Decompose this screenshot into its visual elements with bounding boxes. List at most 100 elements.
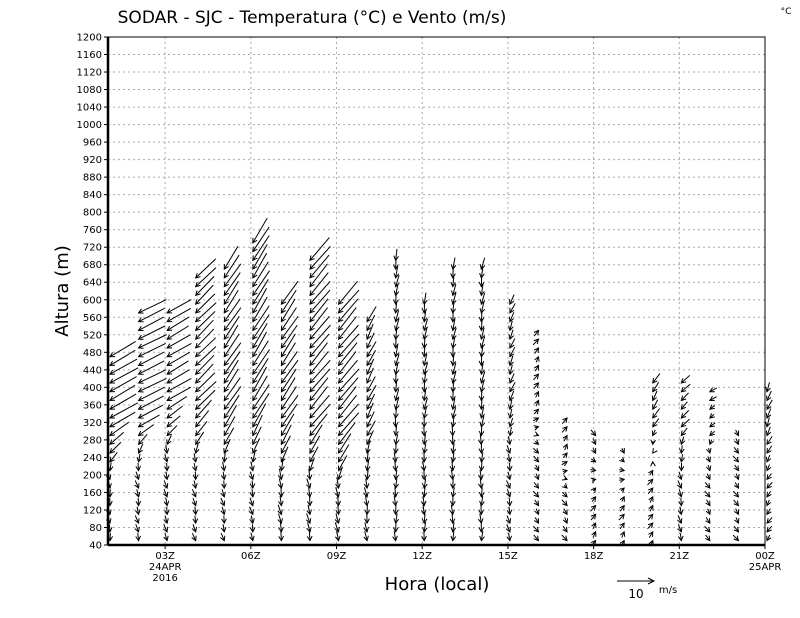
wind-vector xyxy=(506,532,512,542)
wind-vector xyxy=(534,399,540,407)
wind-vector-head xyxy=(421,430,427,437)
wind-vector xyxy=(135,532,141,542)
wind-vector-head xyxy=(533,408,540,415)
wind-vector-shaft xyxy=(366,367,374,384)
wind-vector-head xyxy=(734,430,740,437)
wind-vector xyxy=(647,487,654,495)
wind-vector-shaft xyxy=(195,258,217,279)
wind-vector-shaft xyxy=(309,263,328,287)
wind-vector-head xyxy=(509,377,515,384)
wind-vector xyxy=(305,513,312,525)
wind-vector xyxy=(194,372,216,393)
wind-vector-head xyxy=(533,382,540,388)
wind-vector-shaft xyxy=(507,471,511,480)
wind-vector-head xyxy=(337,334,344,340)
wind-vector-head xyxy=(337,342,344,349)
wind-vector xyxy=(421,310,428,323)
wind-vector xyxy=(619,522,625,530)
wind-vector-head xyxy=(392,527,399,533)
plot-frame xyxy=(107,36,766,546)
wind-vector-shaft xyxy=(109,431,125,445)
wind-vector-head xyxy=(309,430,315,437)
wind-vector xyxy=(194,389,216,410)
wind-vector-head xyxy=(166,369,173,375)
wind-vector-shaft xyxy=(533,382,539,389)
wind-vector-shaft xyxy=(535,464,539,471)
wind-vector-head xyxy=(251,448,258,454)
wind-vector-head xyxy=(394,325,400,332)
wind-vector xyxy=(652,418,660,428)
wind-vector-shaft xyxy=(533,447,539,454)
wind-vector xyxy=(506,471,512,481)
wind-vector-shaft xyxy=(393,496,397,506)
wind-vector-head xyxy=(766,518,772,524)
wind-vector-head xyxy=(249,518,255,525)
wind-vector-shaft xyxy=(509,364,513,375)
wind-vector-shaft xyxy=(452,362,457,375)
wind-vector-head xyxy=(191,526,198,533)
wind-vector-head xyxy=(252,299,258,306)
wind-vector xyxy=(619,504,625,512)
wind-vector xyxy=(337,377,359,402)
wind-vector xyxy=(619,487,625,493)
wind-vector-shaft xyxy=(309,281,331,305)
wind-vector-head xyxy=(619,522,625,529)
wind-vector xyxy=(450,531,457,542)
wind-vector xyxy=(647,478,654,486)
wind-vector-shaft xyxy=(480,371,486,384)
wind-vector-shaft xyxy=(480,292,486,305)
wind-vector-shaft xyxy=(451,513,454,524)
wind-vector-head xyxy=(393,483,399,490)
wind-vector xyxy=(680,410,690,419)
wind-vector-shaft xyxy=(366,393,376,410)
wind-vector xyxy=(280,342,296,367)
wind-vector xyxy=(534,508,540,516)
wind-vector-head xyxy=(393,378,399,385)
wind-vector xyxy=(252,366,268,393)
wind-vector-shaft xyxy=(366,306,377,322)
wind-vector-shaft xyxy=(366,332,375,349)
wind-vector xyxy=(192,506,199,516)
wind-vector-head xyxy=(562,425,568,432)
wind-vector xyxy=(335,496,341,507)
wind-vector-shaft xyxy=(335,513,340,524)
wind-vector-head xyxy=(109,352,116,358)
wind-vector-head xyxy=(366,386,372,393)
wind-vector xyxy=(166,299,192,314)
y-tick-label: 1160 xyxy=(77,50,102,61)
wind-vector xyxy=(366,350,377,367)
wind-vector-head xyxy=(590,495,597,502)
wind-vector-head xyxy=(221,456,228,463)
wind-vector-shaft xyxy=(452,522,455,532)
wind-vector-head xyxy=(364,465,371,472)
wind-vector-shaft xyxy=(251,489,254,497)
wind-vector-shaft xyxy=(164,454,168,462)
wind-vector xyxy=(562,525,568,533)
wind-vector-head xyxy=(648,504,654,511)
wind-vector xyxy=(534,464,540,472)
wind-vector-shaft xyxy=(423,406,427,419)
wind-vector-head xyxy=(223,404,229,411)
wind-vector-head xyxy=(223,377,229,384)
wind-vector-head xyxy=(534,474,540,481)
wind-vector-shaft xyxy=(561,534,568,541)
wind-vector-head xyxy=(533,373,540,380)
wind-vector-head xyxy=(223,272,229,279)
wind-vector-head xyxy=(451,377,457,384)
wind-vector-shaft xyxy=(223,246,239,270)
wind-vector-shaft xyxy=(223,386,242,410)
wind-vector-head xyxy=(192,465,198,472)
wind-vector-shaft xyxy=(480,416,485,427)
y-tick-label: 600 xyxy=(83,295,102,306)
wind-vector xyxy=(648,530,654,538)
wind-vector xyxy=(195,410,210,428)
wind-vector-shaft xyxy=(223,254,240,279)
wind-vector xyxy=(135,462,142,472)
wind-vector-shaft xyxy=(678,489,682,497)
wind-vector-shaft xyxy=(336,531,340,541)
wind-vector-head xyxy=(392,465,399,472)
wind-vector-shaft xyxy=(280,531,282,541)
wind-vector xyxy=(223,263,242,288)
wind-vector-head xyxy=(363,500,370,507)
wind-vector-head xyxy=(534,399,540,406)
